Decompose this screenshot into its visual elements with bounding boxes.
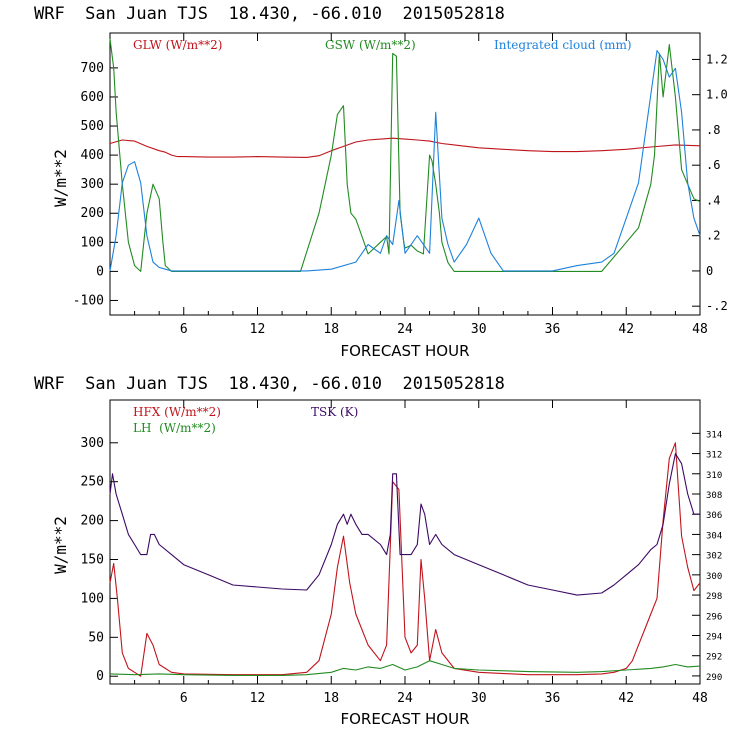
x-tick-label: 24	[397, 691, 413, 706]
y2-tick-label: 302	[706, 552, 722, 562]
panel-top-series	[109, 38, 701, 272]
y2-tick-label: 0	[706, 264, 713, 278]
legend-hfx: HFX (W/m**2)	[133, 405, 221, 419]
y2-tick-label: 290	[706, 673, 722, 683]
y-tick-label: 150	[81, 553, 104, 568]
y2-tick-label: .8	[706, 123, 720, 137]
legend-gsw: GSW (W/m**2)	[325, 38, 416, 52]
y2-tick-label: 314	[706, 430, 722, 440]
x-tick-label: 42	[618, 322, 634, 337]
panel-bottom-x-ticks: 6 12 18 24 30 36 42 48	[134, 400, 708, 706]
x-tick-label: 30	[471, 322, 487, 337]
y-tick-label: 500	[81, 119, 104, 134]
legend-tsk: TSK (K)	[311, 405, 358, 419]
y2-tick-label: 1.2	[706, 52, 728, 66]
y2-tick-label: -.2	[706, 299, 728, 313]
x-tick-label: 6	[180, 322, 188, 337]
legend-cloud: Integrated cloud (mm)	[494, 38, 632, 52]
x-tick-label: 12	[250, 691, 266, 706]
y-tick-label: 0	[96, 669, 104, 684]
y-tick-label: 250	[81, 475, 104, 490]
y2-tick-label: 310	[706, 471, 722, 481]
panel-bottom-xlabel: FORECAST HOUR	[340, 710, 469, 728]
series-line-hfx	[109, 442, 701, 677]
x-tick-label: 18	[323, 691, 339, 706]
y-tick-label: 400	[81, 148, 104, 163]
x-tick-label: 42	[618, 691, 634, 706]
y2-tick-label: 312	[706, 451, 722, 461]
series-line-lh	[109, 660, 701, 676]
legend-lh: LH (W/m**2)	[133, 421, 216, 435]
y2-tick-label: 298	[706, 592, 722, 602]
panel-bottom-series	[109, 442, 701, 677]
y2-tick-label: .6	[706, 158, 720, 172]
x-tick-label: 30	[471, 691, 487, 706]
panel-bottom-ylabel: W/m**2	[51, 516, 70, 574]
y-tick-label: -100	[73, 293, 104, 308]
y2-tick-label: 296	[706, 612, 722, 622]
y-tick-label: 100	[81, 235, 104, 250]
y2-tick-label: .4	[706, 193, 720, 207]
y-tick-label: 600	[81, 90, 104, 105]
panel-top-x-ticks: 6 12 18 24 30 36 42 48	[134, 33, 708, 337]
y2-tick-label: .2	[706, 229, 720, 243]
y-tick-label: 50	[88, 630, 104, 645]
y2-tick-label: 306	[706, 511, 722, 521]
series-line-tsk	[109, 453, 700, 596]
y-tick-label: 200	[81, 514, 104, 529]
legend-glw: GLW (W/m**2)	[133, 38, 222, 52]
y-tick-label: 300	[81, 177, 104, 192]
y2-tick-label: 292	[706, 653, 722, 663]
x-tick-label: 36	[545, 322, 561, 337]
x-tick-label: 48	[692, 691, 708, 706]
panel-bottom-y-ticks: 0 50 100 150 200 250 300	[81, 436, 118, 684]
panel-top-y-ticks: -100 0 100 200 300 400 500 600 700	[73, 61, 118, 308]
panel-top-chart: WRF San Juan TJS 18.430, -66.010 2015052…	[34, 4, 728, 360]
series-line-gsw	[109, 38, 701, 272]
series-line-glw	[109, 137, 701, 158]
panel-bottom-title: WRF San Juan TJS 18.430, -66.010 2015052…	[34, 374, 505, 394]
x-tick-label: 6	[180, 691, 188, 706]
x-tick-label: 18	[323, 322, 339, 337]
panel-top-title: WRF San Juan TJS 18.430, -66.010 2015052…	[34, 4, 505, 24]
y-tick-label: 100	[81, 591, 104, 606]
panel-bottom-plot-frame	[109, 399, 701, 685]
y-tick-label: 700	[81, 61, 104, 76]
y2-tick-label: 300	[706, 572, 722, 582]
panel-bottom-chart: WRF San Juan TJS 18.430, -66.010 2015052…	[34, 374, 722, 728]
x-tick-label: 24	[397, 322, 413, 337]
series-line-cloud	[109, 50, 701, 272]
x-tick-label: 36	[545, 691, 561, 706]
panel-top-plot-frame	[109, 32, 701, 316]
y2-tick-label: 308	[706, 491, 722, 501]
y-tick-label: 200	[81, 206, 104, 221]
x-tick-label: 48	[692, 322, 708, 337]
y2-tick-label: 1.0	[706, 88, 728, 102]
panel-bottom-y2-ticks: 290 292 294 296 298 300 302 304 306 308 310 312 314	[692, 430, 722, 683]
x-tick-label: 12	[250, 322, 266, 337]
y2-tick-label: 304	[706, 531, 722, 541]
y-tick-label: 300	[81, 436, 104, 451]
panel-top-y2-ticks: -.2 0 .2 .4 .6 .8 1.0 1.2	[692, 52, 728, 313]
y2-tick-label: 294	[706, 632, 722, 642]
panel-top-ylabel: W/m**2	[51, 149, 70, 207]
panel-top-xlabel: FORECAST HOUR	[340, 342, 469, 360]
y-tick-label: 0	[96, 264, 104, 279]
